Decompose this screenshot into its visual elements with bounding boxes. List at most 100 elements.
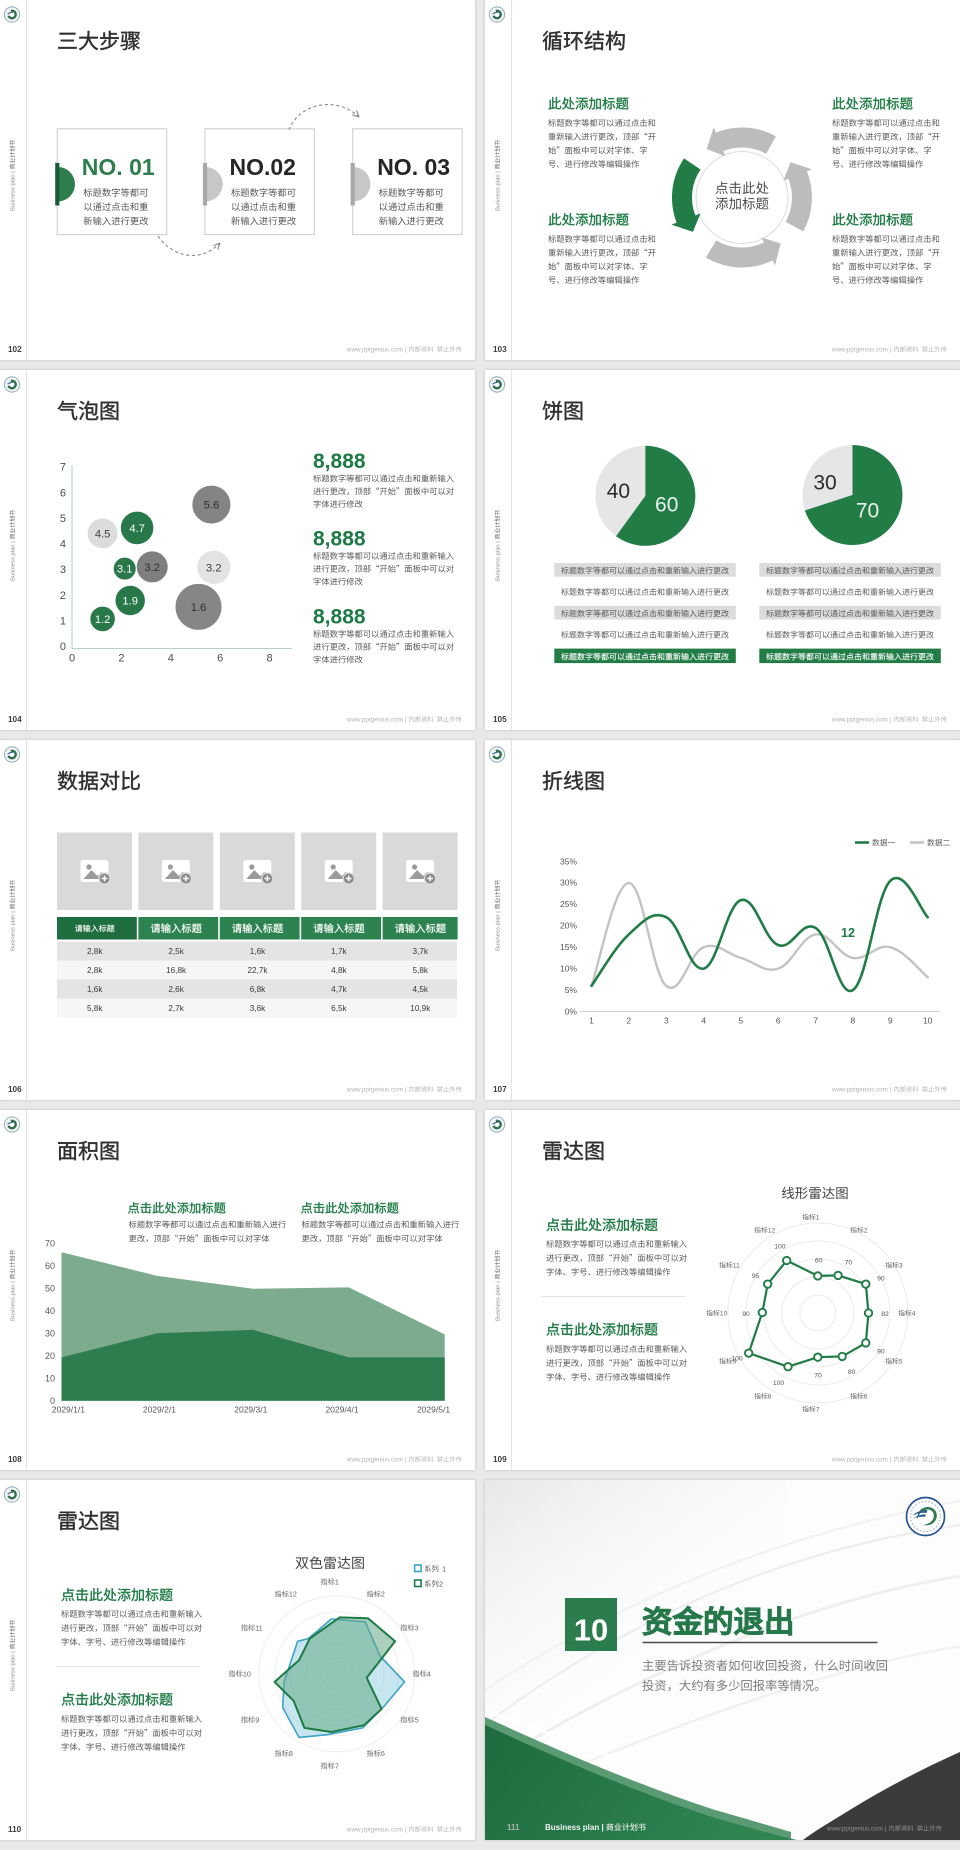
svg-text:7: 7	[335, 1761, 339, 1770]
svg-text:www.pptgenius.com |: www.pptgenius.com |	[346, 347, 407, 354]
svg-text:2,5k: 2,5k	[168, 947, 184, 956]
svg-text:108: 108	[8, 1455, 22, 1464]
svg-text:10: 10	[923, 1016, 933, 1026]
svg-text:2,8k: 2,8k	[87, 966, 103, 975]
svg-text:9: 9	[255, 1715, 259, 1724]
svg-text:www.pptgenius.com |: www.pptgenius.com |	[831, 347, 892, 354]
svg-text:12: 12	[289, 1590, 297, 1599]
svg-text:Business plan |: Business plan |	[496, 541, 502, 581]
svg-text:6: 6	[864, 1394, 868, 1401]
svg-text:104: 104	[8, 715, 22, 724]
svg-text:Business plan |: Business plan |	[545, 1823, 604, 1832]
svg-text:8: 8	[851, 1016, 856, 1026]
svg-text:5,8k: 5,8k	[413, 966, 429, 975]
svg-text:40: 40	[607, 480, 630, 503]
svg-text:20%: 20%	[560, 921, 577, 931]
svg-text:6: 6	[381, 1749, 385, 1758]
svg-text:15%: 15%	[560, 942, 577, 952]
svg-text:100: 100	[774, 1243, 786, 1250]
svg-text:Business plan |: Business plan |	[11, 541, 17, 581]
svg-text:1,6k: 1,6k	[87, 985, 103, 994]
svg-text:70: 70	[814, 1373, 822, 1380]
svg-text:5,8k: 5,8k	[87, 1004, 103, 1013]
svg-text:10: 10	[574, 1613, 608, 1648]
svg-text:4: 4	[701, 1016, 706, 1026]
svg-text:100: 100	[731, 1356, 743, 1363]
svg-text:4,5k: 4,5k	[413, 985, 429, 994]
svg-text:7: 7	[816, 1407, 820, 1414]
svg-text:4.7: 4.7	[129, 523, 145, 535]
svg-text:11: 11	[255, 1623, 262, 1632]
svg-text:111: 111	[507, 1823, 520, 1832]
svg-text:Business plan |: Business plan |	[11, 911, 17, 951]
svg-text:5: 5	[60, 513, 66, 525]
svg-text:3,6k: 3,6k	[250, 1004, 266, 1013]
svg-text:NO. 01: NO. 01	[82, 154, 155, 180]
svg-text:4,8k: 4,8k	[331, 966, 347, 975]
svg-text:2: 2	[626, 1016, 631, 1026]
svg-text:35%: 35%	[560, 856, 577, 866]
svg-text:0: 0	[60, 641, 66, 653]
svg-text:Business plan |: Business plan |	[496, 911, 502, 951]
svg-text:8,888: 8,888	[313, 606, 366, 629]
svg-text:1: 1	[589, 1016, 594, 1026]
svg-text:12: 12	[768, 1227, 776, 1234]
svg-text:30%: 30%	[560, 878, 577, 888]
svg-text:25%: 25%	[560, 899, 577, 909]
svg-text:Business plan |: Business plan |	[496, 1281, 502, 1321]
svg-text:10: 10	[243, 1669, 251, 1678]
svg-text:60: 60	[655, 494, 678, 517]
svg-text:3: 3	[899, 1263, 903, 1270]
svg-text:106: 106	[8, 1085, 22, 1094]
svg-text:2029/4/1: 2029/4/1	[325, 1405, 358, 1415]
svg-text:www.pptgenius.com |: www.pptgenius.com |	[346, 1827, 407, 1834]
svg-text:90: 90	[742, 1311, 750, 1318]
svg-text:60: 60	[45, 1261, 55, 1271]
svg-text:NO. 03: NO. 03	[377, 154, 450, 180]
svg-text:Business plan |: Business plan |	[11, 171, 17, 211]
svg-text:www.pptgenius.com |: www.pptgenius.com |	[346, 1457, 407, 1464]
svg-text:6,5k: 6,5k	[331, 1004, 347, 1013]
svg-text:1.6: 1.6	[191, 602, 207, 614]
svg-text:5.6: 5.6	[204, 500, 220, 512]
svg-text:6,8k: 6,8k	[250, 985, 266, 994]
svg-text:30: 30	[813, 472, 836, 495]
svg-text:9: 9	[733, 1359, 737, 1366]
svg-text:2029/5/1: 2029/5/1	[417, 1405, 450, 1415]
svg-text:70: 70	[45, 1238, 55, 1248]
svg-text:10,9k: 10,9k	[410, 1004, 431, 1013]
svg-text:105: 105	[493, 715, 507, 724]
svg-text:7: 7	[813, 1016, 818, 1026]
svg-text:8,888: 8,888	[313, 528, 366, 551]
svg-text:3: 3	[415, 1623, 419, 1632]
svg-text:50: 50	[45, 1283, 55, 1293]
svg-text:9: 9	[888, 1016, 893, 1026]
svg-text:Business plan |: Business plan |	[496, 171, 502, 211]
svg-text:1,6k: 1,6k	[250, 947, 266, 956]
svg-text:102: 102	[8, 345, 22, 354]
svg-text:70: 70	[856, 500, 879, 523]
svg-text:2,6k: 2,6k	[168, 985, 184, 994]
svg-text:2,8k: 2,8k	[87, 947, 103, 956]
svg-text:70: 70	[845, 1260, 853, 1267]
svg-text:NO.02: NO.02	[230, 154, 296, 180]
svg-text:0: 0	[50, 1396, 55, 1406]
svg-text:8,888: 8,888	[313, 450, 366, 473]
svg-text:4: 4	[427, 1669, 431, 1678]
svg-text:www.pptgenius.com |: www.pptgenius.com |	[346, 717, 407, 724]
svg-text:22,7k: 22,7k	[247, 966, 268, 975]
svg-text:5%: 5%	[565, 985, 578, 995]
svg-text:90: 90	[877, 1348, 885, 1355]
svg-text:3,7k: 3,7k	[413, 947, 429, 956]
svg-text:3.2: 3.2	[206, 562, 222, 574]
svg-text:4,7k: 4,7k	[331, 985, 347, 994]
svg-text:Business plan |: Business plan |	[11, 1651, 17, 1691]
svg-text:www.pptgenius.com |: www.pptgenius.com |	[346, 1087, 407, 1094]
svg-text:2,7k: 2,7k	[168, 1004, 184, 1013]
svg-text:1: 1	[816, 1215, 820, 1222]
svg-text:20: 20	[45, 1351, 55, 1361]
svg-text:100: 100	[773, 1380, 785, 1387]
svg-text:2: 2	[60, 590, 66, 602]
svg-text:1,7k: 1,7k	[331, 947, 347, 956]
svg-text:www.pptgenius.com |: www.pptgenius.com |	[831, 1457, 892, 1464]
